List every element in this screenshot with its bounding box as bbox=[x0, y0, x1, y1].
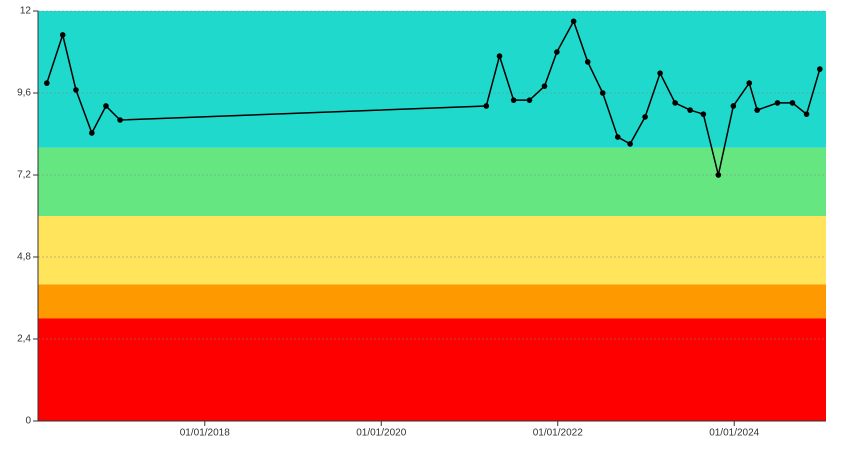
point bbox=[803, 111, 810, 117]
point bbox=[789, 100, 796, 106]
point bbox=[89, 130, 95, 136]
point bbox=[687, 107, 693, 113]
point bbox=[657, 70, 663, 76]
point bbox=[541, 83, 548, 89]
band bbox=[38, 318, 826, 421]
point bbox=[570, 18, 577, 25]
y-tick-label: 12 bbox=[20, 6, 32, 17]
band bbox=[38, 11, 826, 148]
point bbox=[700, 111, 707, 117]
x-tick-label: 01/01/2018 bbox=[180, 428, 230, 439]
point bbox=[774, 100, 781, 106]
point bbox=[510, 97, 517, 103]
point bbox=[73, 87, 79, 93]
point bbox=[614, 134, 621, 140]
point bbox=[496, 53, 503, 59]
x-tick-label: 01/01/2020 bbox=[356, 428, 406, 439]
point bbox=[746, 80, 753, 86]
y-tick-label: 4,8 bbox=[17, 252, 31, 263]
point bbox=[584, 59, 591, 65]
point bbox=[103, 103, 109, 109]
point bbox=[483, 103, 490, 109]
point bbox=[526, 97, 533, 103]
point bbox=[44, 80, 50, 86]
point bbox=[715, 172, 722, 178]
point bbox=[672, 100, 678, 106]
y-tick-label: 7,2 bbox=[17, 170, 31, 181]
line bbox=[46, 19, 821, 176]
point bbox=[730, 103, 737, 109]
band bbox=[38, 284, 826, 319]
point bbox=[117, 117, 123, 123]
band bbox=[38, 216, 826, 285]
point bbox=[599, 90, 606, 96]
x-tick-label: 01/01/2024 bbox=[709, 428, 759, 439]
x-tick-label: 01/01/2022 bbox=[533, 428, 583, 439]
point bbox=[59, 32, 66, 38]
band bbox=[38, 147, 826, 216]
point bbox=[817, 66, 823, 72]
y-tick-label: 9,6 bbox=[17, 88, 31, 99]
y-tick-label: 2,4 bbox=[17, 334, 31, 345]
point bbox=[754, 107, 760, 113]
point bbox=[554, 49, 560, 55]
y-tick-label: 0 bbox=[25, 416, 31, 427]
point bbox=[642, 114, 648, 120]
point bbox=[627, 141, 633, 147]
